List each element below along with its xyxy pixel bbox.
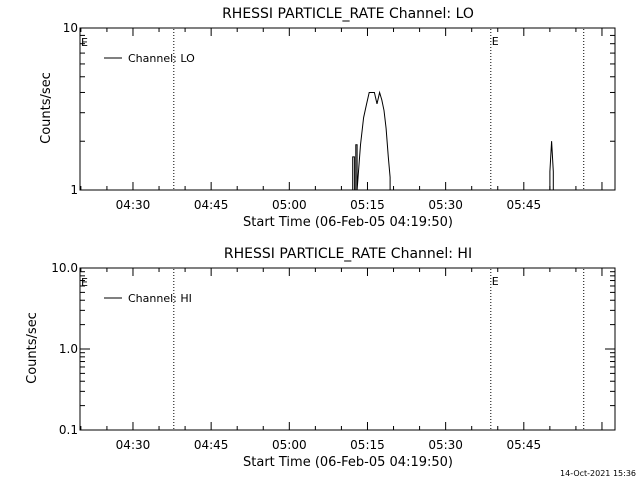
x-tick-label: 05:30: [428, 198, 463, 212]
x-axis-title: Start Time (06-Feb-05 04:19:50): [243, 215, 453, 230]
legend-label: Channel: LO: [128, 52, 195, 65]
x-tick-label: 04:30: [116, 438, 151, 452]
edge-marker-label: E: [81, 276, 88, 289]
event-marker-label: E: [492, 35, 499, 48]
plot-area-lo: 04:30 04:45 05:00 05:15 05:30 05:45110EEChann…: [63, 21, 616, 212]
y-tick-label: 0.1: [59, 423, 78, 437]
x-tick-label: 05:30: [428, 438, 463, 452]
x-tick-label: 05:45: [507, 198, 542, 212]
x-tick-label: 05:45: [507, 438, 542, 452]
y-tick-label: 1: [70, 183, 78, 197]
x-tick-label: 04:45: [194, 438, 229, 452]
chart-title: RHESSI PARTICLE_RATE Channel: HI: [224, 246, 472, 262]
x-tick-label: 04:30: [116, 198, 151, 212]
edge-marker-label: E: [81, 36, 88, 49]
x-tick-label: 05:15: [350, 198, 385, 212]
x-tick-label: 04:45: [194, 198, 229, 212]
x-tick-label: 05:00: [272, 438, 307, 452]
legend-label: Channel: HI: [128, 292, 192, 305]
panel-lo: RHESSI PARTICLE_RATE Channel: LO 04:30 04…: [39, 6, 616, 230]
y-tick-label: 1.0: [59, 342, 78, 356]
footer-timestamp: 14-Oct-2021 15:36: [560, 469, 636, 478]
y-axis-title: Counts/sec: [25, 312, 40, 384]
y-axis-title: Counts/sec: [39, 72, 54, 144]
panel-hi: RHESSI PARTICLE_RATE Channel: HI 04:30 04…: [25, 246, 616, 470]
chart-title: RHESSI PARTICLE_RATE Channel: LO: [222, 6, 474, 22]
x-tick-label: 05:00: [272, 198, 307, 212]
series-line: [80, 90, 615, 191]
y-tick-label: 10.0: [51, 261, 78, 275]
x-tick-label: 05:15: [350, 438, 385, 452]
y-tick-label: 10: [63, 21, 78, 35]
plot-area-hi: 04:30 04:45 05:00 05:15 05:30 05:45 0.1 1.0 10.0…: [51, 261, 616, 452]
x-axis-title: Start Time (06-Feb-05 04:19:50): [243, 455, 453, 470]
event-marker-label: E: [492, 275, 499, 288]
